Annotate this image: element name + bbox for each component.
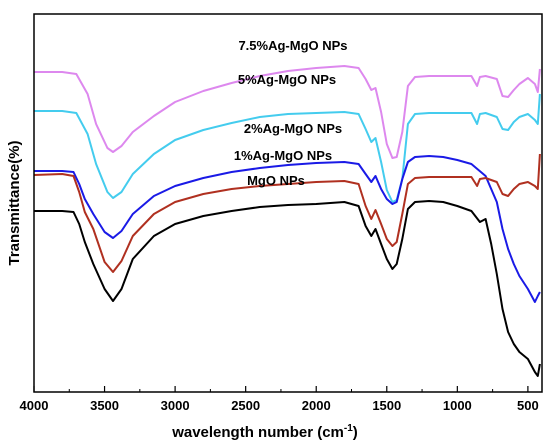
ticks-layer: 4000 3500 3000 2500 2000 1500 1000 500 xyxy=(20,386,539,413)
series-line-2 xyxy=(34,155,541,303)
x-tick-label: 1500 xyxy=(372,398,401,413)
series-label-4: MgO NPs xyxy=(247,173,305,188)
series-labels: 7.5%Ag-MgO NPs 5%Ag-MgO NPs 2%Ag-MgO NPs 1%… xyxy=(234,38,348,188)
x-tick-label: 1000 xyxy=(443,398,472,413)
x-axis-title-main: wavelength number (cm xyxy=(171,424,344,441)
x-tick-label: 3000 xyxy=(161,398,190,413)
series-line-0 xyxy=(34,65,541,159)
x-tick-label: 3500 xyxy=(90,398,119,413)
x-axis-title-sup: -1 xyxy=(344,423,353,434)
series-line-1 xyxy=(34,93,541,203)
plot-frame xyxy=(33,13,543,393)
x-tick-label: 4000 xyxy=(20,398,49,413)
series-line-4 xyxy=(34,200,541,377)
y-axis-title: Transmittance(%) xyxy=(6,140,23,265)
series-label-1: 5%Ag-MgO NPs xyxy=(238,72,336,87)
x-axis-title: wavelength number (cm-1) xyxy=(171,423,358,441)
series-label-0: 7.5%Ag-MgO NPs xyxy=(238,38,347,53)
x-tick-label: 500 xyxy=(517,398,539,413)
x-axis-title-close: ) xyxy=(353,424,358,441)
series-line-3 xyxy=(33,153,541,273)
x-tick-label: 2500 xyxy=(231,398,260,413)
series-layer xyxy=(33,65,541,377)
series-label-2: 2%Ag-MgO NPs xyxy=(244,121,342,136)
x-tick-label: 2000 xyxy=(302,398,331,413)
series-label-3: 1%Ag-MgO NPs xyxy=(234,148,332,163)
